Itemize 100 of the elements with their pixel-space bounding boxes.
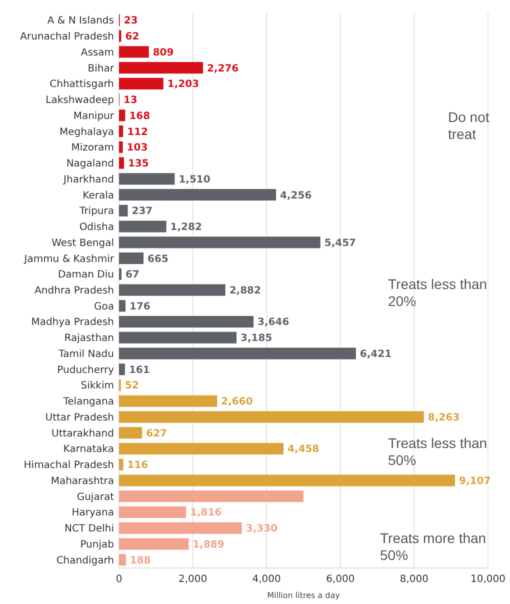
data-label: 1,889 <box>192 539 224 550</box>
data-label: 6,421 <box>360 348 392 360</box>
bar <box>119 316 254 328</box>
bar <box>119 554 126 566</box>
data-label: 168 <box>129 110 150 122</box>
bar <box>119 522 242 534</box>
bar <box>119 348 356 360</box>
bar <box>119 490 304 502</box>
data-label: 2,276 <box>206 63 239 74</box>
data-label: 176 <box>129 301 150 312</box>
bar <box>119 506 186 518</box>
data-label: 3,185 <box>240 333 272 344</box>
y-tick-label: Mizoram <box>71 142 114 154</box>
y-tick-label: Daman Diu <box>58 270 114 281</box>
bar <box>119 46 149 58</box>
bar <box>119 442 284 455</box>
bar <box>119 300 126 312</box>
data-label: 3,330 <box>246 524 278 535</box>
y-tick-label: NCT Delhi <box>64 524 114 535</box>
data-label: 23 <box>124 16 138 27</box>
x-tick-label: 4,000 <box>252 574 281 585</box>
data-label: 1,510 <box>178 174 210 186</box>
y-tick-label: Jharkhand <box>62 174 114 186</box>
data-label: 1,282 <box>170 222 202 234</box>
data-label: 112 <box>127 126 148 138</box>
data-label: 665 <box>148 254 168 265</box>
bar <box>119 458 124 470</box>
data-label: 627 <box>146 428 168 440</box>
data-label: 2,660 <box>221 396 253 408</box>
y-tick-label: Chandigarh <box>56 555 114 566</box>
data-label: 237 <box>132 206 153 218</box>
data-label: 135 <box>128 158 149 170</box>
bar <box>119 62 203 74</box>
data-label: 4,256 <box>280 190 312 202</box>
bar <box>119 204 128 216</box>
x-tick-label: 0 <box>116 574 122 585</box>
y-tick-label: A & N Islands <box>47 16 114 27</box>
data-label: 5,457 <box>324 238 356 249</box>
y-tick-label: Telangana <box>62 396 114 408</box>
bar <box>119 538 189 550</box>
data-label: 67 <box>125 270 140 281</box>
bar <box>119 411 424 423</box>
bar <box>119 125 124 138</box>
y-tick-label: Chhattisgarh <box>50 79 114 90</box>
bar <box>119 427 142 439</box>
y-tick-label: Rajasthan <box>64 333 114 344</box>
data-label: 1,203 <box>167 79 200 90</box>
bar <box>119 220 166 232</box>
y-tick-label: Meghalaya <box>59 126 114 138</box>
y-tick-label: Manipur <box>73 110 115 122</box>
data-label: 809 <box>152 47 174 58</box>
y-tick-label: Tripura <box>78 206 114 218</box>
bar <box>119 395 218 407</box>
y-tick-label: Tamil Nadu <box>58 348 114 360</box>
annotation: Do not treat <box>448 109 490 142</box>
bar <box>119 284 226 296</box>
y-tick-label: Bihar <box>88 63 115 74</box>
data-label: 161 <box>128 364 150 376</box>
y-tick-label: Lakshwadeep <box>46 95 114 106</box>
data-label: 52 <box>124 380 139 392</box>
x-tick-label: 6,000 <box>326 574 355 585</box>
x-tick-label: 8,000 <box>400 574 429 585</box>
annotation: Treats less than 50% <box>388 435 488 468</box>
bar <box>119 141 123 153</box>
y-tick-label: Jammu & Kashmir <box>23 254 115 265</box>
x-tick-label: 2,000 <box>178 574 208 585</box>
data-label: 8,263 <box>428 412 460 424</box>
y-tick-label: Maharashtra <box>50 476 114 487</box>
y-tick-label: Assam <box>80 47 114 58</box>
bar <box>119 364 125 376</box>
data-label: 103 <box>126 142 148 154</box>
bar <box>119 157 124 169</box>
bar <box>119 188 276 201</box>
y-tick-label: Sikkim <box>80 380 114 392</box>
y-tick-label: Uttar Pradesh <box>45 412 114 424</box>
y-tick-label: Madhya Pradesh <box>31 317 114 328</box>
annotation: Treats less than 20% <box>388 276 488 309</box>
y-tick-label: Arunachal Pradesh <box>20 32 114 43</box>
y-tick-label: Odisha <box>79 222 114 234</box>
data-label: 3,646 <box>258 317 290 328</box>
bar <box>119 110 126 122</box>
bar <box>119 474 456 486</box>
y-tick-label: Goa <box>94 301 114 312</box>
x-axis-title: Million litres a day <box>267 591 340 600</box>
bar <box>119 236 320 248</box>
y-tick-label: Gujarat <box>76 492 114 503</box>
data-label: 1,816 <box>190 508 222 519</box>
bar <box>119 173 175 185</box>
y-tick-label: Kerala <box>82 190 114 202</box>
y-tick-label: Haryana <box>72 508 114 519</box>
bar <box>119 332 237 344</box>
data-label: 4,458 <box>288 444 320 456</box>
y-tick-label: Puducherry <box>57 364 114 376</box>
data-label: 13 <box>123 95 138 106</box>
y-tick-label: Karnataka <box>63 444 114 456</box>
data-label: 62 <box>125 32 140 43</box>
data-label: 116 <box>127 460 148 472</box>
y-tick-label: Andhra Pradesh <box>34 286 114 296</box>
y-tick-label: West Bengal <box>52 238 114 249</box>
y-tick-label: Uttarakhand <box>52 428 114 440</box>
